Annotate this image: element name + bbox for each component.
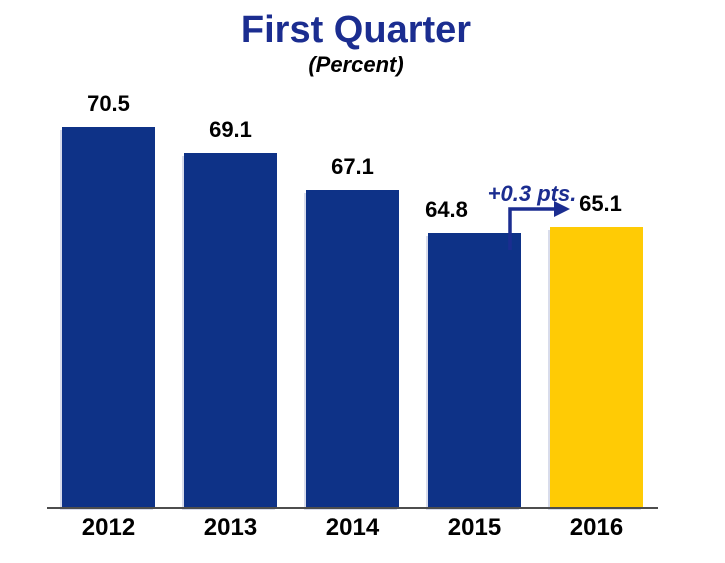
bar-2014 — [306, 190, 399, 507]
value-label-2013: 69.1 — [209, 117, 252, 142]
value-label-2014: 67.1 — [331, 154, 374, 179]
x-tick-label-2016: 2016 — [569, 514, 624, 541]
chart-title: First Quarter — [240, 9, 472, 51]
x-tick-label-2013: 2013 — [203, 514, 258, 541]
x-axis-line — [47, 507, 658, 509]
bar-2013 — [184, 153, 277, 507]
x-tick-label-2012: 2012 — [81, 514, 136, 541]
x-tick-label-2015: 2015 — [447, 514, 502, 541]
value-label-2015: 64.8 — [425, 197, 468, 222]
bar-2015 — [428, 233, 521, 507]
value-label-2016: 65.1 — [579, 191, 622, 216]
annotation-label: +0.3 pts. — [487, 181, 577, 206]
bar-2016 — [550, 227, 643, 507]
x-tick-label-2014: 2014 — [325, 514, 380, 541]
value-label-2012: 70.5 — [87, 91, 130, 116]
bar-2012 — [62, 127, 155, 507]
chart-header: First Quarter (Percent) — [0, 9, 712, 77]
chart-subtitle: (Percent) — [308, 51, 404, 77]
